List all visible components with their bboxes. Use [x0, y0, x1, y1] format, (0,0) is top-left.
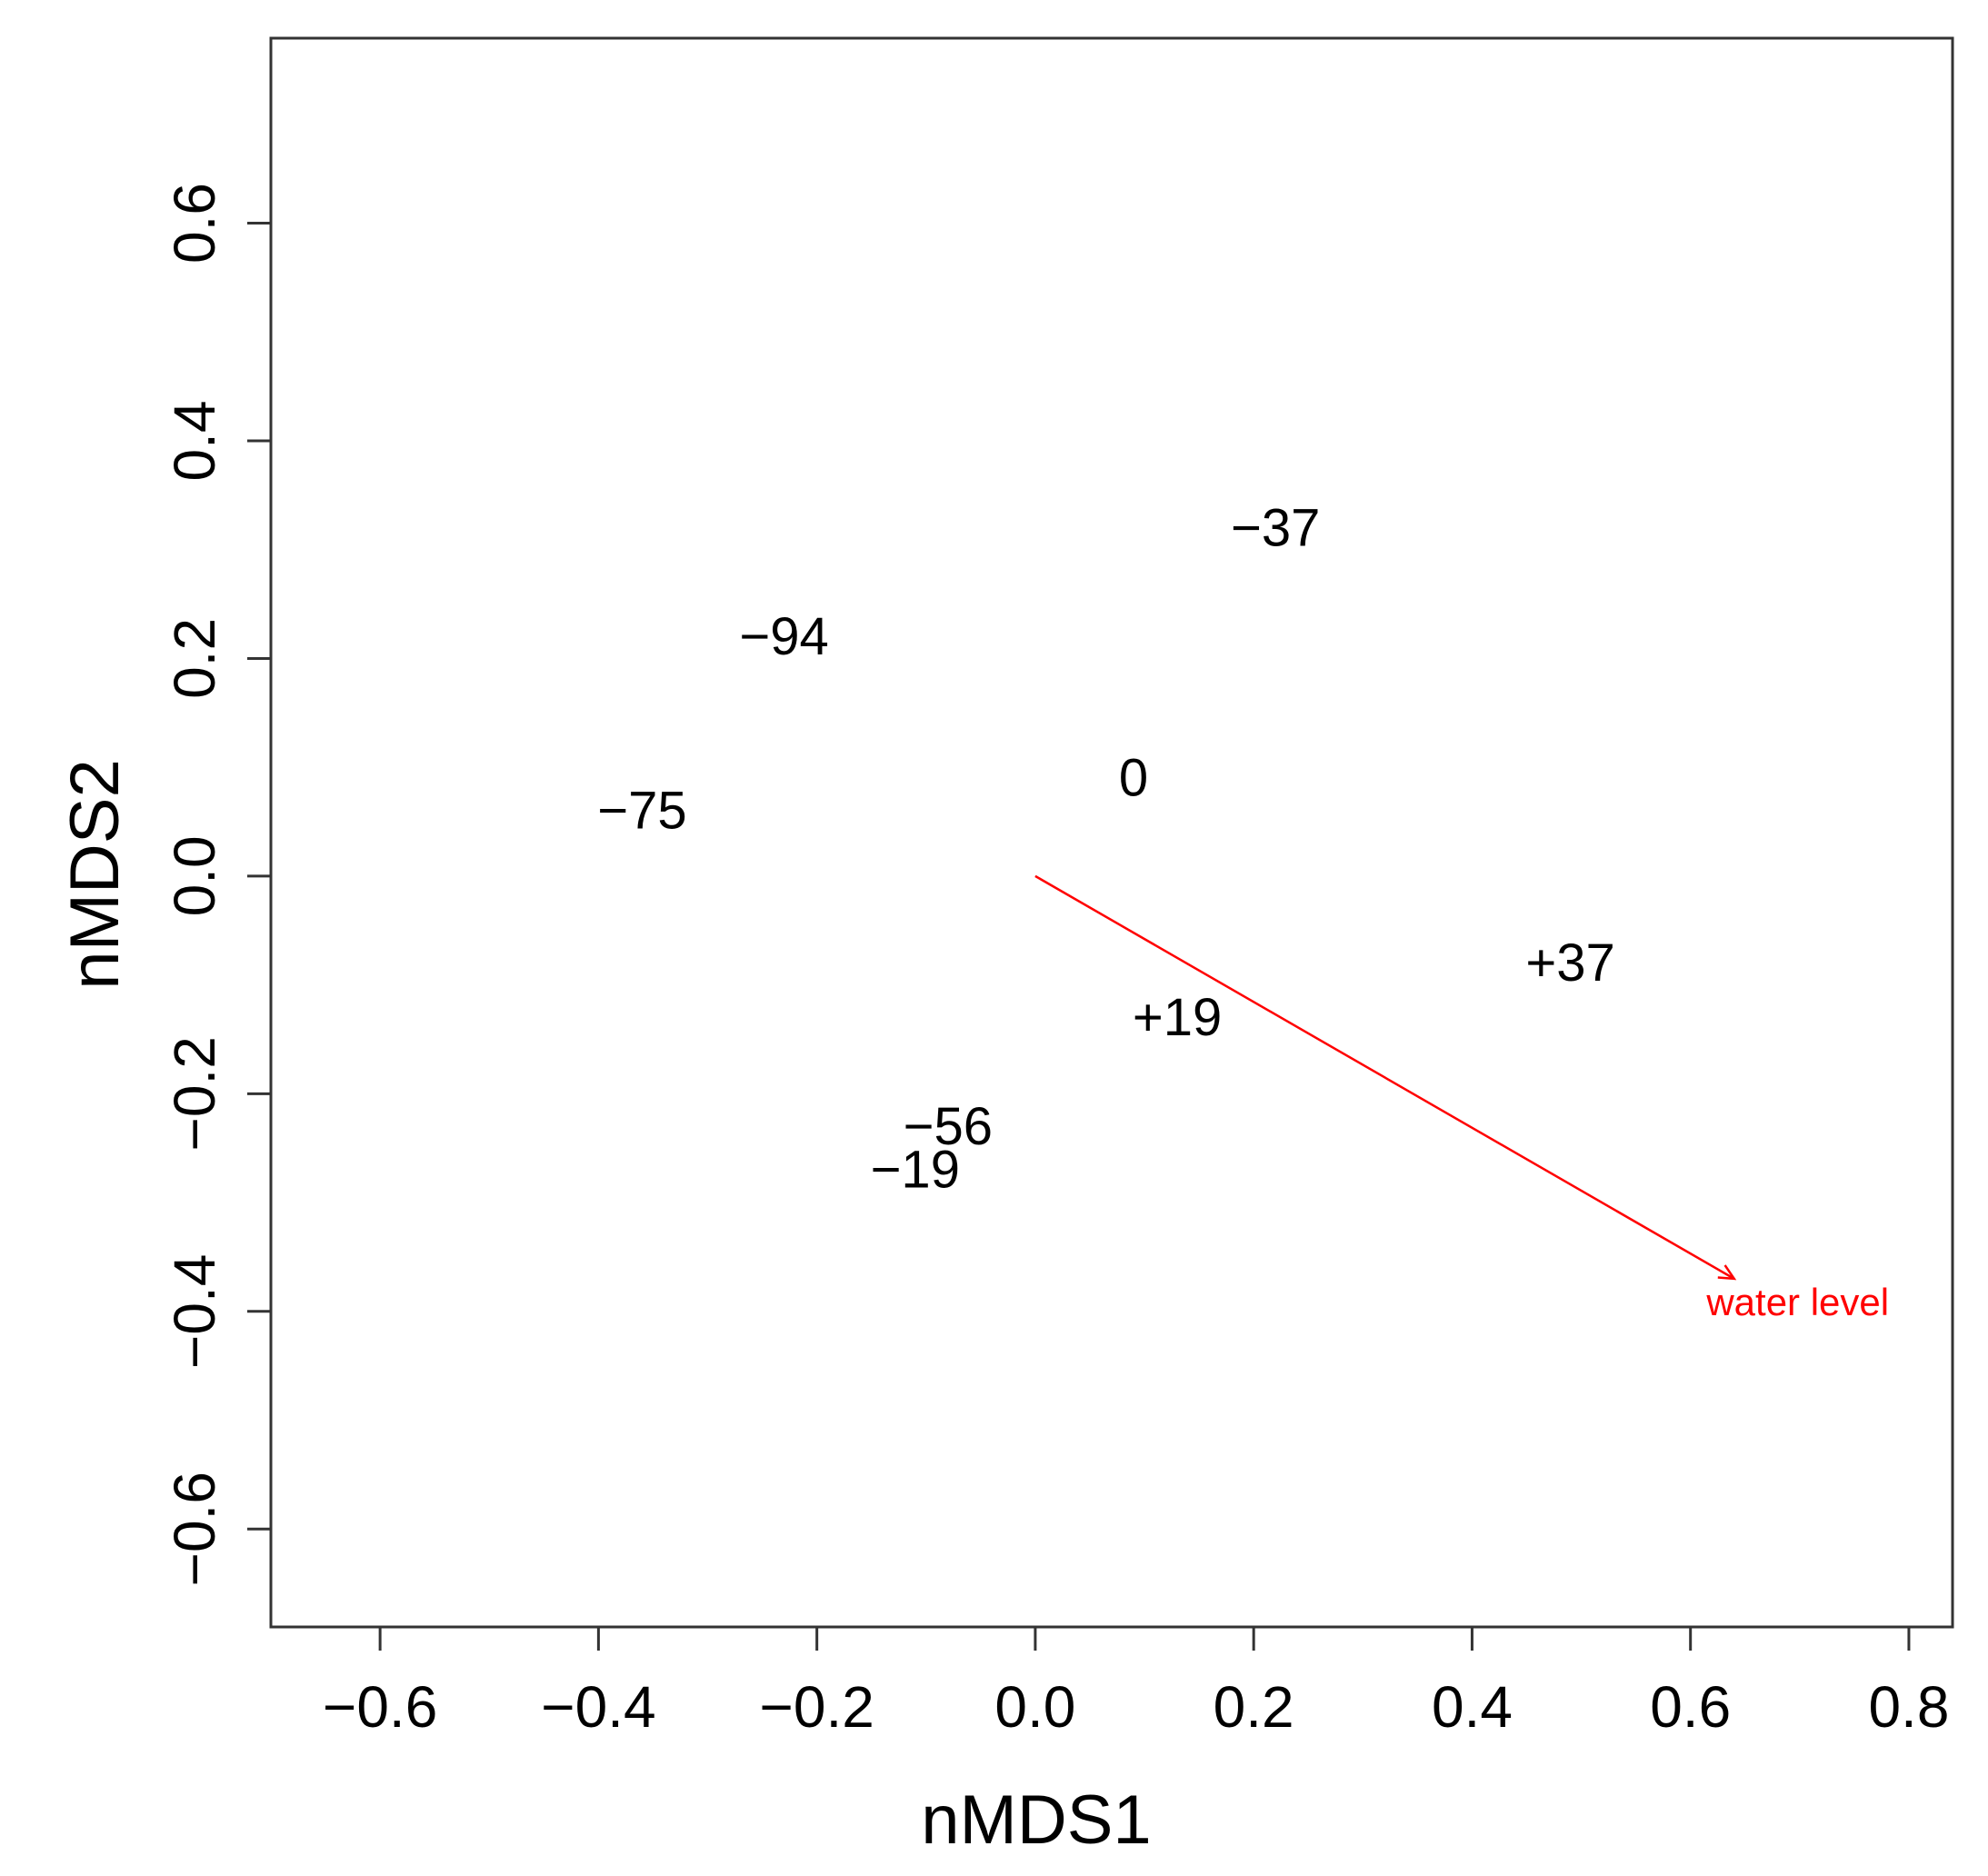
site-point-label: +19 — [1133, 988, 1222, 1047]
x-tick-label: −0.2 — [759, 1674, 874, 1740]
y-tick-label: −0.6 — [162, 1472, 227, 1586]
water-level-vector-label: water level — [1705, 1281, 1889, 1323]
y-axis-title: nMDS2 — [56, 759, 134, 989]
x-tick-label: 0.2 — [1214, 1674, 1294, 1740]
plot-frame — [269, 36, 1954, 1629]
y-tick-label: 0.0 — [162, 835, 227, 916]
site-point-label: −19 — [871, 1141, 960, 1200]
site-point-label: 0 — [1119, 749, 1148, 808]
x-tick-label: 0.6 — [1650, 1674, 1731, 1740]
y-tick-label: 0.4 — [162, 401, 227, 482]
y-tick-label: −0.4 — [162, 1254, 227, 1369]
x-tick-label: −0.6 — [323, 1674, 437, 1740]
site-point-label: −94 — [739, 607, 828, 666]
water-level-arrowhead — [1717, 1264, 1737, 1281]
x-tick-label: 0.4 — [1432, 1674, 1513, 1740]
site-point-label: −37 — [1231, 498, 1320, 557]
y-tick-label: 0.2 — [162, 618, 227, 699]
site-point-label: −75 — [597, 782, 686, 841]
site-point-label: +37 — [1525, 933, 1614, 993]
x-tick-label: 0.8 — [1868, 1674, 1949, 1740]
water-level-vector-line — [1034, 874, 1735, 1280]
y-tick-label: 0.6 — [162, 183, 227, 264]
x-tick-label: −0.4 — [541, 1674, 655, 1740]
y-tick-label: −0.2 — [162, 1036, 227, 1151]
x-tick-label: 0.0 — [994, 1674, 1075, 1740]
x-axis-title: nMDS1 — [921, 1781, 1151, 1859]
site-point-label: −56 — [904, 1097, 993, 1156]
